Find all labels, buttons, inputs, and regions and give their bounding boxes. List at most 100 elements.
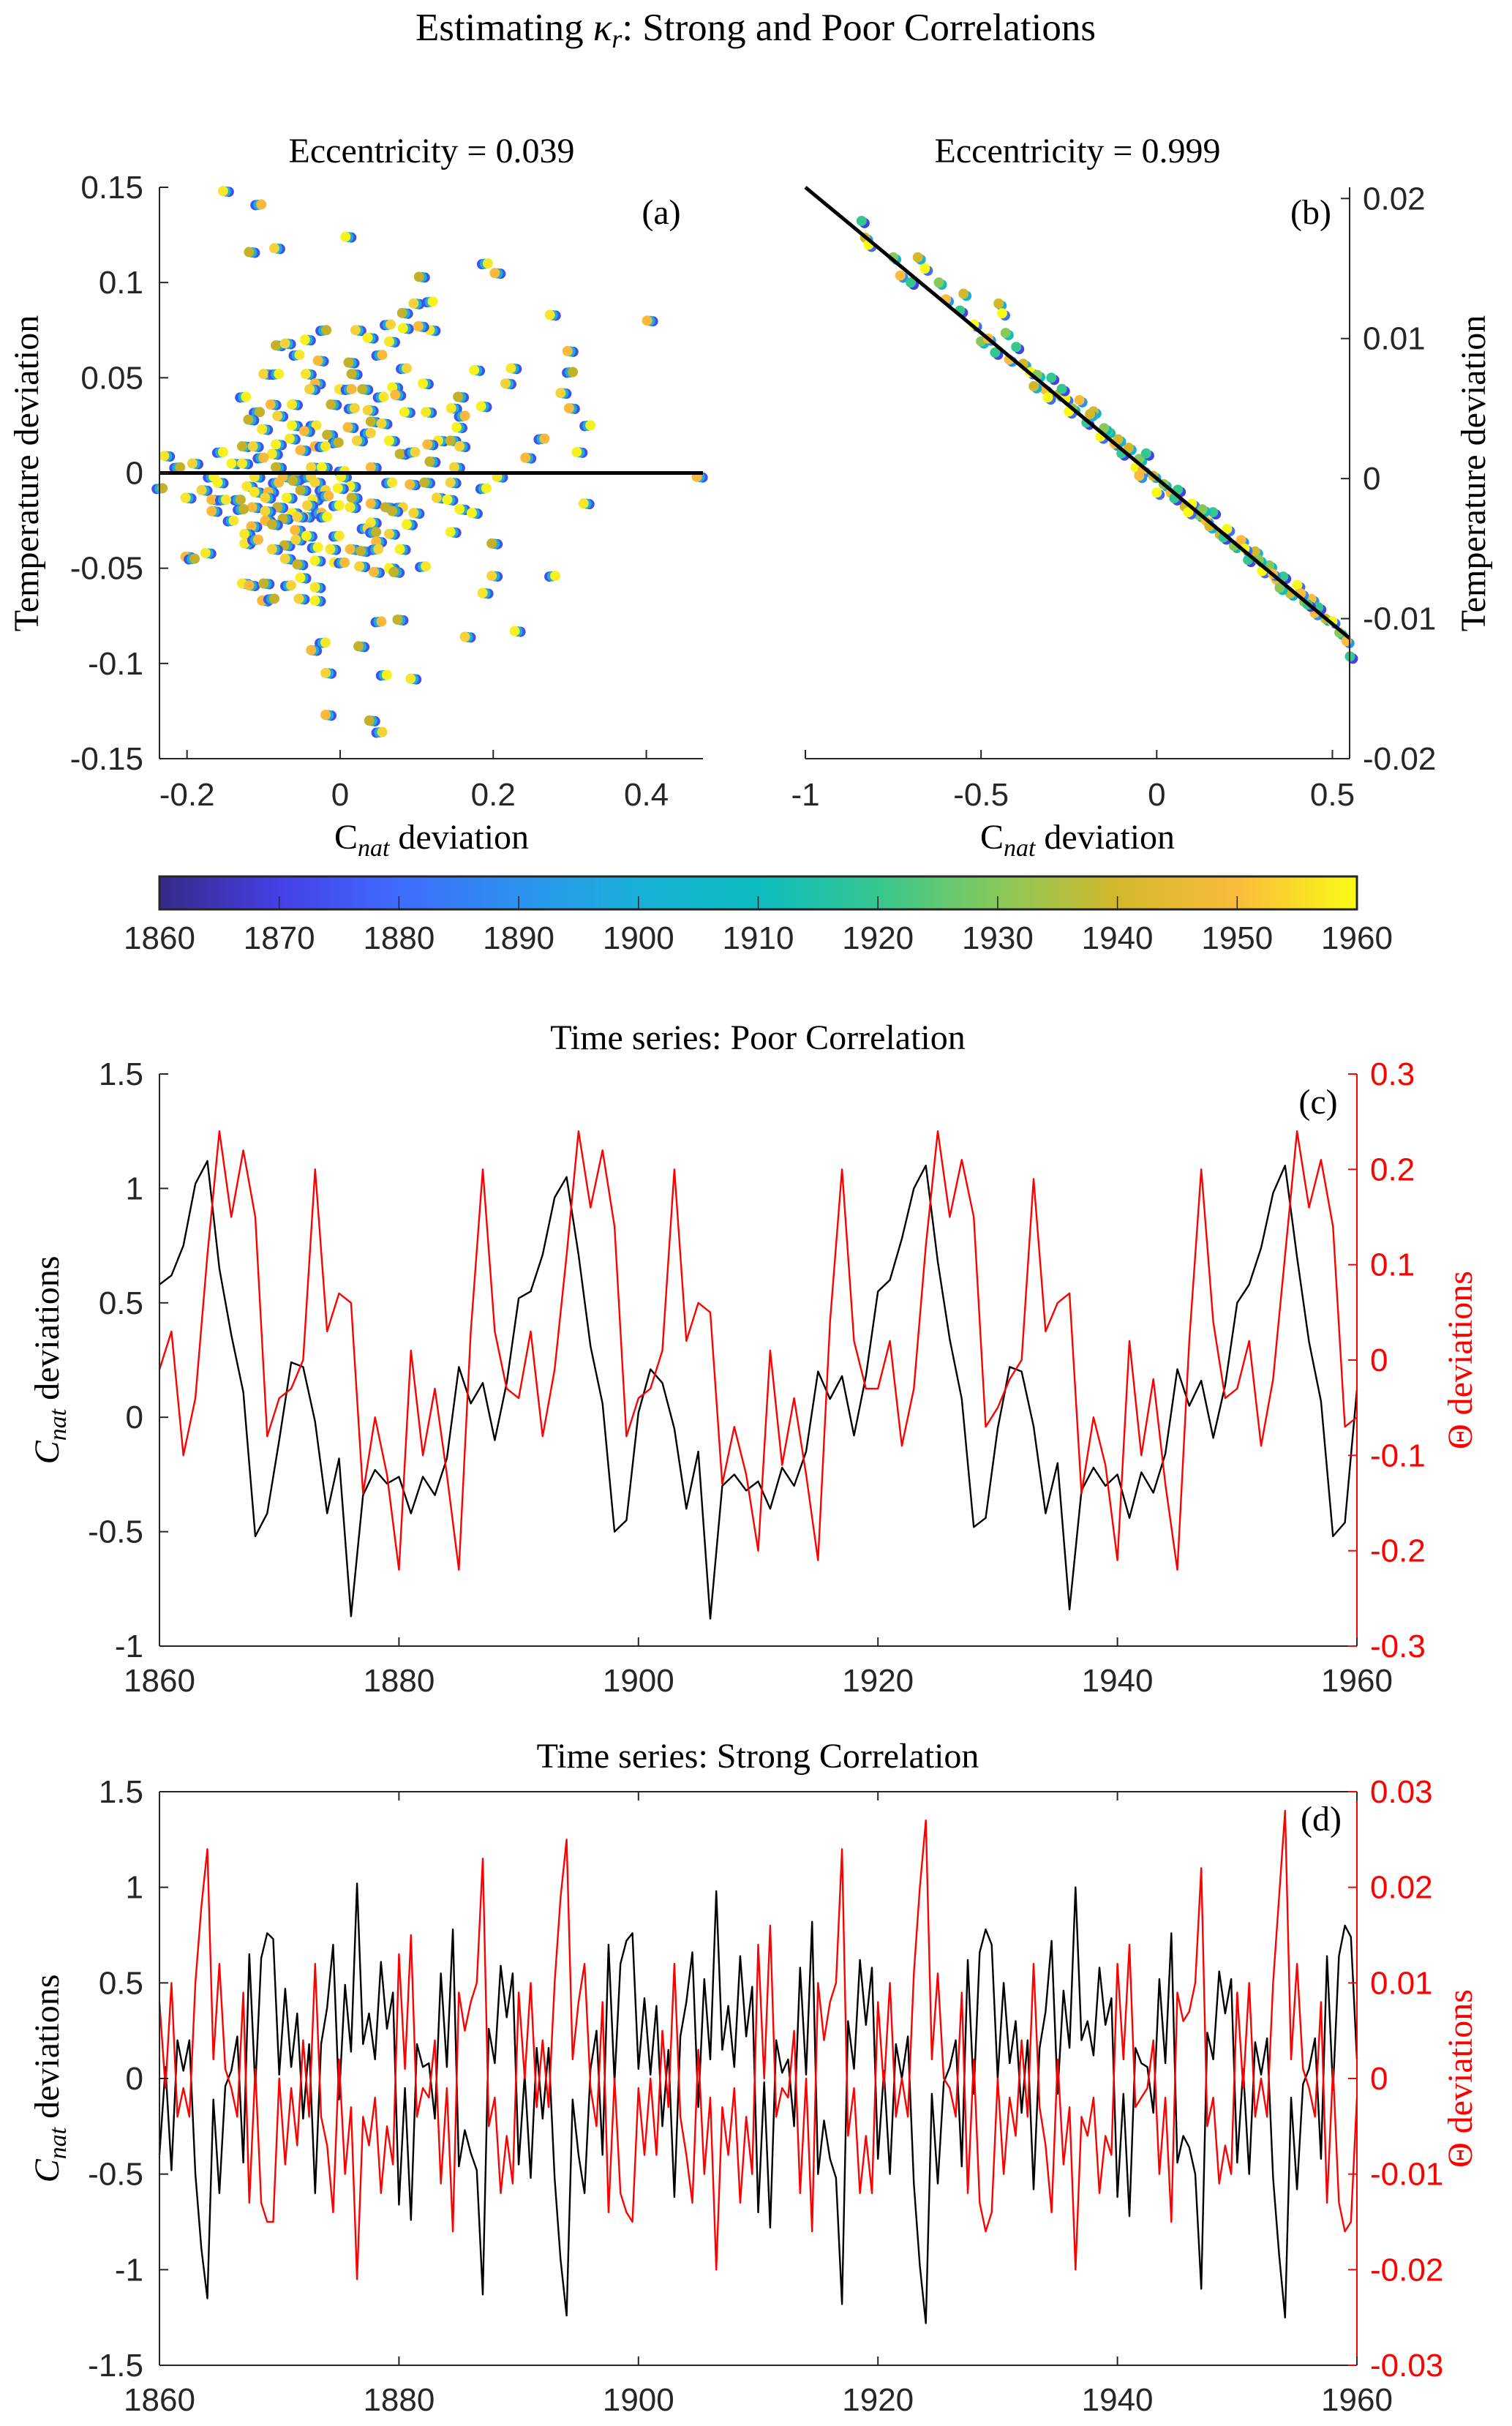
colorbar-tick-label: 1920 <box>842 920 914 956</box>
colorbar-tick-label: 1940 <box>1082 920 1154 956</box>
y-tick-label-left: -1 <box>115 2252 143 2288</box>
scatter-point <box>293 593 310 605</box>
y-tick-label-right: -0.02 <box>1370 2252 1443 2288</box>
scatter-point <box>279 580 296 592</box>
scatter-point <box>229 494 246 506</box>
scatter-point <box>1011 342 1025 355</box>
panel-a-label: (a) <box>642 193 680 232</box>
scatter-point <box>284 433 301 445</box>
scatter-point <box>445 477 462 489</box>
scatter-point <box>306 645 323 656</box>
scatter-point <box>354 561 371 573</box>
scatter-point <box>475 401 492 413</box>
y-tick-label-right: 0.1 <box>1370 1247 1415 1283</box>
scatter-point <box>322 429 339 441</box>
scatter-point <box>399 407 415 418</box>
x-tick-label: 1880 <box>363 1663 435 1699</box>
scatter-point <box>509 626 526 637</box>
y-tick-label-left: -0.5 <box>88 2157 143 2193</box>
scatter-point <box>362 332 379 344</box>
scatter-point <box>404 446 421 458</box>
x-tick-label: 0.4 <box>624 777 669 813</box>
scatter-point <box>271 439 287 451</box>
scatter-point <box>392 614 409 626</box>
scatter-point <box>1274 582 1288 596</box>
scatter-point <box>919 263 933 277</box>
scatter-point <box>315 637 331 649</box>
scatter-point <box>906 277 919 290</box>
scatter-point <box>454 503 471 515</box>
x-tick-label: -1 <box>791 777 819 813</box>
scatter-point <box>215 494 232 506</box>
scatter-point <box>312 355 329 367</box>
scatter-point <box>1000 328 1014 341</box>
scatter-point <box>346 492 363 504</box>
scatter-point <box>266 519 283 530</box>
scatter-point <box>1344 651 1358 664</box>
y-tick-label-left: 0 <box>126 1400 143 1435</box>
scatter-point <box>315 441 331 453</box>
scatter-point <box>489 268 506 279</box>
scatter-point <box>448 462 465 473</box>
scatter-point <box>211 446 228 458</box>
panel-d-ylabel-left: Cnat deviations <box>28 1975 72 2183</box>
scatter-point <box>369 566 385 578</box>
scatter-point <box>387 506 404 517</box>
scatter-point <box>544 309 561 321</box>
scatter-point <box>309 555 326 567</box>
scatter-point <box>316 462 333 473</box>
scatter-point <box>301 530 317 542</box>
scatter-point <box>996 308 1010 321</box>
scatter-point <box>856 215 870 228</box>
x-tick-label: -0.5 <box>953 777 1009 813</box>
scatter-point <box>356 546 372 557</box>
fit-line <box>804 186 1351 640</box>
scatter-point <box>332 483 349 495</box>
scatter-point <box>372 391 389 403</box>
scatter-point <box>257 424 274 435</box>
colorbar-tick-label: 1930 <box>962 920 1034 956</box>
scatter-point <box>451 422 468 434</box>
scatter-point <box>364 715 380 726</box>
scatter-point <box>421 407 437 418</box>
scatter-point <box>266 448 283 460</box>
scatter-point <box>397 323 414 334</box>
scatter-point <box>381 477 398 489</box>
scatter-point <box>334 557 350 568</box>
x-tick-label: 0 <box>331 777 349 813</box>
panel-d-ylabel-right: Θ deviations <box>1441 1989 1480 2168</box>
panel-d-title: Time series: Strong Correlation <box>537 1737 979 1776</box>
scatter-point <box>159 451 176 462</box>
y-tick-label: -0.01 <box>1363 601 1436 637</box>
scatter-point <box>298 426 315 437</box>
scatter-point <box>342 422 359 434</box>
y-tick-label-right: -0.2 <box>1370 1533 1426 1569</box>
scatter-point <box>343 402 360 414</box>
scatter-point <box>200 547 217 559</box>
scatter-point <box>466 508 483 519</box>
series-line-theta <box>158 1130 1358 1571</box>
scatter-point <box>292 559 309 571</box>
scatter-point <box>571 446 588 458</box>
colorbar-tick-label: 1950 <box>1201 920 1273 956</box>
scatter-point <box>306 542 323 554</box>
y-tick-label: 0 <box>126 456 143 492</box>
scatter-point <box>367 544 384 555</box>
scatter-point <box>279 338 296 350</box>
scatter-point <box>309 582 326 593</box>
y-tick-label: -0.1 <box>88 646 143 682</box>
scatter-point <box>187 458 203 470</box>
scatter-point <box>895 270 909 283</box>
panel-b-label: (b) <box>1290 193 1331 232</box>
scatter-point <box>486 538 503 549</box>
scatter-point <box>445 527 462 538</box>
scatter-point <box>1046 372 1060 386</box>
scatter-point <box>1056 383 1070 397</box>
scatter-point <box>243 414 260 426</box>
y-tick-label-left: -0.5 <box>88 1514 143 1550</box>
panel-b-xlabel: Cnat deviation <box>980 818 1175 862</box>
scatter-point <box>370 616 387 628</box>
scatter-point <box>413 271 430 283</box>
scatter-point <box>1208 507 1222 520</box>
